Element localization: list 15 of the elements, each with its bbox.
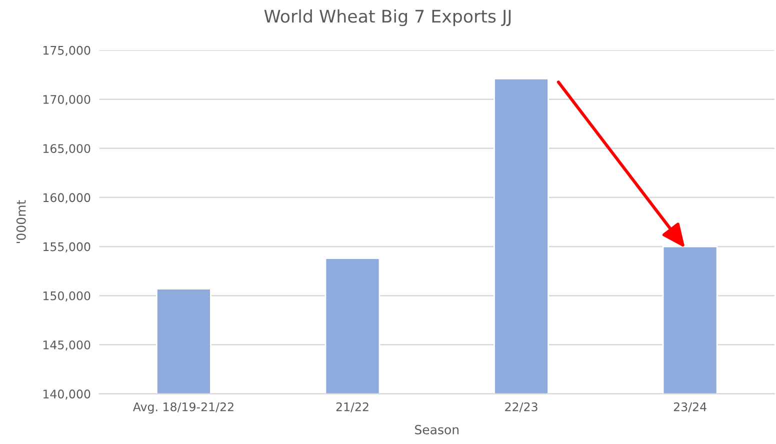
x-tick-label: 22/23 <box>505 402 538 412</box>
y-axis-title: '000mt <box>16 200 26 243</box>
y-tick-label: 140,000 <box>43 390 90 400</box>
y-tick-label: 165,000 <box>43 144 90 154</box>
y-tick-label: 170,000 <box>43 94 90 106</box>
y-tick-label: 155,000 <box>43 242 90 252</box>
x-tick-label: 21/22 <box>336 402 368 412</box>
x-tick-label: Avg. 18/19-21/22 <box>132 402 234 414</box>
y-tick-label: 150,000 <box>43 291 90 302</box>
x-tick-label: 23/24 <box>674 402 706 412</box>
y-tick-label: 160,000 <box>43 193 90 204</box>
chart-title: World Wheat Big 7 Exports JJ <box>264 9 511 26</box>
x-axis-title: Season <box>415 424 459 434</box>
y-tick-label: 145,000 <box>43 340 90 351</box>
y-tick-label: 175,000 <box>43 46 90 56</box>
